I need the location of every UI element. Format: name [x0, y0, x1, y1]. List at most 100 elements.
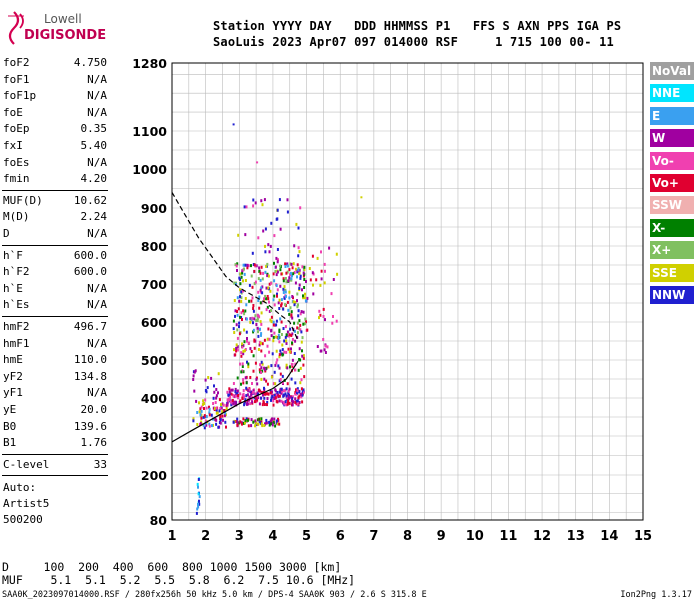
echo-point — [260, 332, 263, 336]
echo-point — [239, 399, 242, 403]
echo-point — [286, 270, 289, 274]
echo-point — [241, 345, 244, 349]
param-label: foF1p — [3, 89, 37, 103]
echo-point — [290, 347, 292, 351]
echo-point — [276, 270, 279, 274]
param-value: 139.6 — [73, 419, 107, 433]
echo-point — [240, 382, 242, 386]
echo-point — [322, 338, 325, 341]
echo-point — [270, 334, 273, 338]
echo-point — [268, 309, 271, 313]
param-label: foF2 — [3, 56, 30, 69]
echo-point — [252, 304, 255, 307]
echo-point — [302, 388, 305, 392]
y-tick-label: 1000 — [132, 162, 167, 177]
echo-point — [236, 328, 239, 332]
echo-point — [287, 391, 290, 395]
echo-point — [297, 268, 300, 272]
echo-point — [281, 390, 284, 394]
echo-point — [214, 401, 217, 404]
echo-point — [252, 389, 255, 393]
echo-point — [252, 321, 254, 325]
echo-point — [258, 343, 261, 347]
echo-point — [285, 387, 288, 391]
echo-point — [332, 315, 334, 318]
echo-point — [261, 285, 264, 289]
echo-point — [242, 389, 245, 392]
echo-point — [250, 418, 253, 422]
legend-item-e: E — [650, 106, 694, 125]
param-value: N/A — [87, 72, 107, 86]
param-label: fmin — [3, 172, 30, 186]
echo-point — [268, 300, 270, 304]
echo-point — [281, 381, 284, 384]
echo-point — [304, 299, 307, 303]
echo-point — [239, 288, 242, 292]
echo-point — [263, 403, 266, 406]
y-tick-label: 900 — [141, 201, 167, 216]
echo-point — [291, 295, 294, 298]
echo-point — [276, 248, 279, 251]
echo-point — [238, 401, 241, 404]
echo-point — [196, 507, 199, 511]
echo-point — [258, 417, 261, 421]
echo-point — [242, 352, 245, 356]
echo-point — [254, 361, 257, 365]
param-label: M(D) — [3, 210, 30, 224]
echo-point — [254, 395, 257, 399]
echo-point — [248, 341, 251, 345]
echo-point — [269, 289, 272, 293]
echo-point — [279, 264, 281, 268]
echo-point — [302, 354, 305, 358]
echo-point — [260, 417, 263, 421]
echo-point — [221, 414, 224, 418]
echo-point — [286, 262, 289, 266]
echo-point — [204, 378, 207, 382]
x-tick-label: 13 — [567, 529, 585, 544]
echo-point — [280, 387, 283, 391]
echo-point — [292, 262, 295, 266]
echo-point — [243, 328, 246, 332]
param-value: N/A — [87, 227, 107, 240]
echo-point — [294, 368, 297, 372]
echo-point — [279, 372, 282, 376]
echo-point — [272, 335, 275, 339]
param-value: 600.0 — [73, 248, 107, 262]
echo-point — [291, 396, 294, 400]
echo-point — [258, 295, 261, 299]
param-value: 10.62 — [73, 193, 107, 207]
echo-point — [208, 424, 211, 428]
echo-point — [247, 424, 250, 428]
echo-point — [254, 419, 257, 423]
echo-point — [270, 281, 273, 285]
echo-point — [254, 400, 256, 404]
echo-point — [284, 335, 287, 339]
echo-point — [259, 301, 262, 305]
param-label: D — [3, 227, 10, 240]
echo-point — [192, 378, 195, 381]
echo-point — [266, 295, 269, 298]
echo-point — [263, 299, 266, 303]
echo-point — [300, 387, 303, 391]
echo-point — [264, 392, 267, 395]
echo-point — [258, 269, 261, 273]
echo-point — [268, 250, 271, 254]
echo-point — [280, 352, 283, 356]
echo-point — [241, 269, 244, 273]
echo-point — [234, 314, 236, 318]
echo-point — [237, 394, 240, 397]
echo-point — [278, 390, 281, 394]
echo-point — [245, 303, 248, 307]
param-value: N/A — [87, 281, 107, 295]
echo-point — [226, 390, 229, 394]
echo-point — [288, 396, 290, 400]
echo-point — [312, 283, 314, 287]
echo-point — [268, 350, 271, 354]
param-label: h`F2 — [3, 265, 30, 279]
echo-point — [301, 265, 304, 269]
echo-point — [303, 265, 306, 269]
echo-point — [252, 420, 255, 424]
param-separator — [2, 475, 108, 477]
echo-point — [260, 366, 263, 370]
echo-point — [283, 339, 286, 343]
